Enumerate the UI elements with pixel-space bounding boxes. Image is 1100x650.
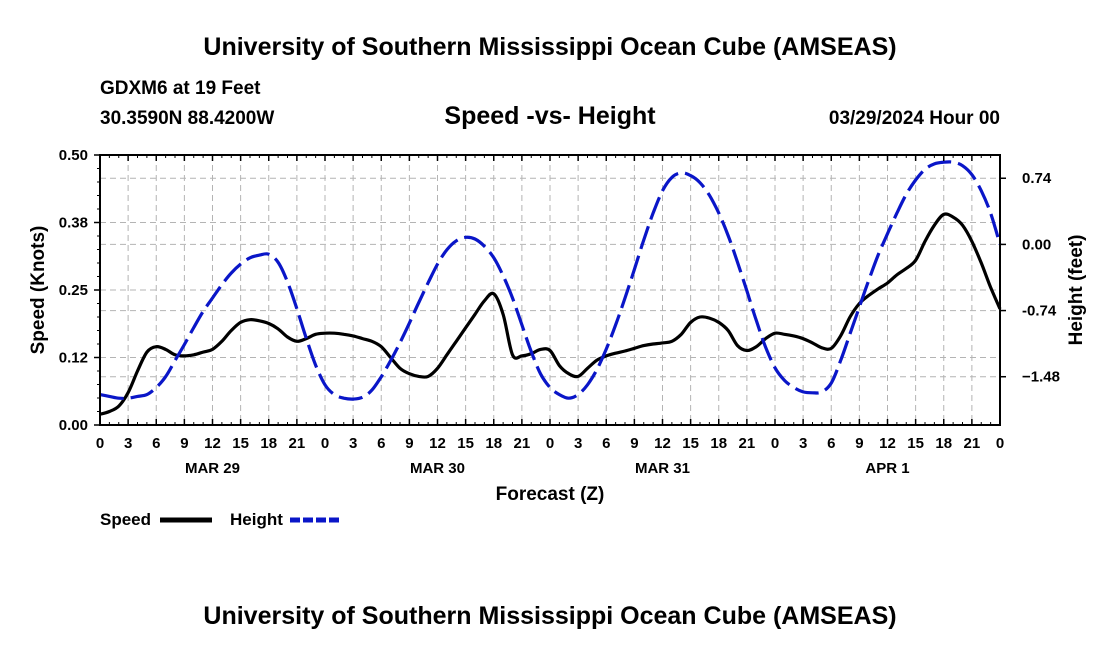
x-tick-label: 3 [124, 435, 132, 452]
x-tick-label: 21 [739, 435, 756, 452]
x-axis-label: Forecast (Z) [496, 484, 605, 505]
y-right-tick-label: −1.48 [1022, 369, 1060, 386]
x-tick-label: 3 [799, 435, 807, 452]
x-tick-label: 15 [907, 435, 924, 452]
plot-title: Speed -vs- Height [444, 102, 656, 130]
x-tick-label: 3 [574, 435, 582, 452]
y-right-tick-label: -0.74 [1022, 303, 1057, 320]
legend-height-label: Height [230, 510, 283, 529]
y-left-tick-label: 0.00 [59, 417, 88, 434]
x-tick-label: 12 [654, 435, 671, 452]
station-label: GDXM6 at 19 Feet [100, 78, 261, 99]
main-title: University of Southern Mississippi Ocean… [203, 33, 896, 61]
x-tick-label: 18 [485, 435, 502, 452]
datetime-label: 03/29/2024 Hour 00 [829, 108, 1000, 129]
y-left-tick-label: 0.38 [59, 215, 88, 232]
x-tick-label: 6 [377, 435, 385, 452]
series-group [99, 160, 1002, 416]
x-tick-label: 12 [879, 435, 896, 452]
x-tick-label: 21 [514, 435, 531, 452]
y-left-tick-label: 0.50 [59, 147, 88, 164]
x-tick-label: 9 [855, 435, 863, 452]
x-day-label: MAR 31 [635, 460, 690, 477]
x-tick-label: 18 [935, 435, 952, 452]
x-tick-label: 9 [405, 435, 413, 452]
y-right-tick-label: 0.00 [1022, 236, 1051, 253]
x-tick-label: 6 [152, 435, 160, 452]
coordinates-label: 30.3590N 88.4200W [100, 108, 274, 129]
x-day-label: APR 1 [865, 460, 909, 477]
footer-title: University of Southern Mississippi Ocean… [203, 602, 896, 630]
x-day-label: MAR 29 [185, 460, 240, 477]
y-right-tick-label: 0.74 [1022, 170, 1052, 187]
height-series-line [99, 160, 1002, 401]
x-tick-label: 6 [602, 435, 610, 452]
x-tick-label: 9 [630, 435, 638, 452]
y-left-tick-label: 0.25 [59, 282, 88, 299]
x-tick-label: 0 [96, 435, 104, 452]
x-tick-label: 0 [321, 435, 329, 452]
x-tick-label: 15 [232, 435, 249, 452]
x-tick-label: 9 [180, 435, 188, 452]
x-tick-label: 18 [260, 435, 277, 452]
x-tick-label: 12 [204, 435, 221, 452]
x-tick-label: 18 [710, 435, 727, 452]
legend: Speed Height [100, 510, 342, 529]
x-tick-label: 0 [546, 435, 554, 452]
x-tick-label: 6 [827, 435, 835, 452]
x-tick-label: 15 [457, 435, 474, 452]
x-tick-label: 15 [682, 435, 699, 452]
x-tick-label: 21 [964, 435, 981, 452]
grid [100, 155, 1000, 425]
x-tick-label: 0 [996, 435, 1004, 452]
x-day-label: MAR 30 [410, 460, 465, 477]
legend-speed-label: Speed [100, 510, 151, 529]
x-tick-label: 12 [429, 435, 446, 452]
x-tick-label: 21 [289, 435, 306, 452]
x-tick-label: 0 [771, 435, 779, 452]
speed-series-line [99, 212, 1002, 416]
y-left-tick-label: 0.12 [59, 350, 88, 367]
x-tick-label: 3 [349, 435, 357, 452]
y-axis-left-label: Speed (Knots) [28, 226, 49, 355]
axes-group: 0 3 6 9 12 15 18 21 0 3 6 9 12 15 18 21 0 3 6 9 12 15 18 21 0 3 6 9… [59, 147, 1060, 477]
y-axis-right-label: Height (feet) [1066, 235, 1087, 346]
